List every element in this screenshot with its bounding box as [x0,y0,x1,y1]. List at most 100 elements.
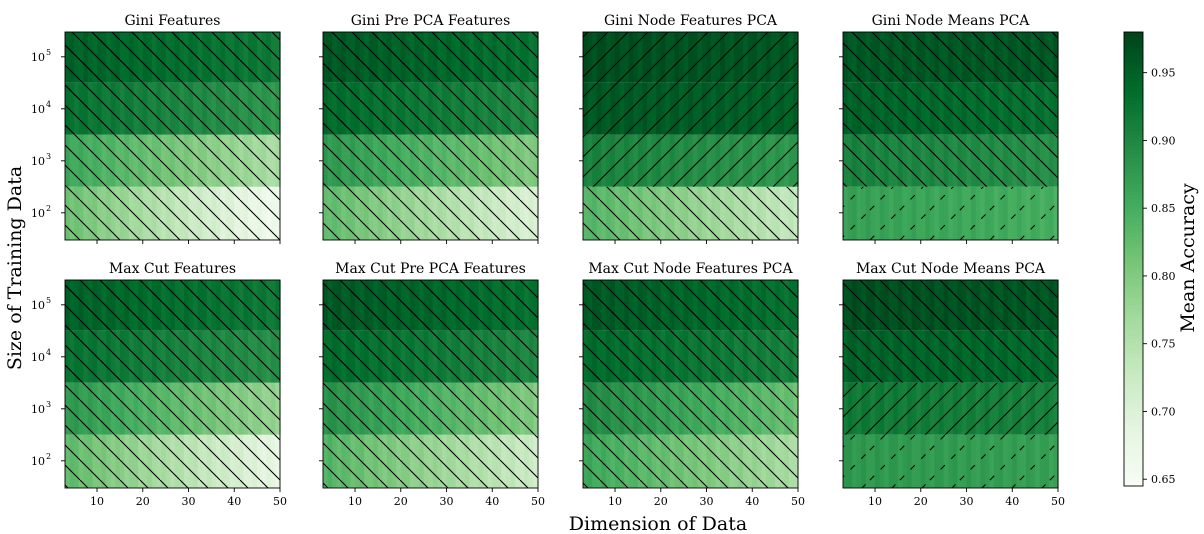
colorbar-segment [1124,262,1143,268]
colorbar-segment [1124,69,1143,75]
colorbar-segment [1124,470,1143,476]
y-tick-label: 10 [31,155,45,168]
colorbar-segment [1124,198,1143,203]
hatch-overlay [323,32,538,83]
colorbar-segment [1124,92,1143,97]
colorbar-segment [1124,32,1143,37]
colorbar-segment [1124,311,1143,317]
colorbar-segment [1124,448,1143,453]
hatch-overlay [323,82,538,135]
colorbar-tick-label: 0.65 [1151,473,1176,486]
panel-title: Gini Pre PCA Features [351,13,511,29]
colorbar-segment [1124,293,1143,298]
colorbar-segment [1124,213,1143,218]
hatch-overlay [843,32,1058,83]
y-tick-exponent: 4 [46,100,51,109]
panel-frame [64,31,281,241]
y-tick-label: 10 [31,103,45,116]
heatmap-panel: Gini Node Means PCA [839,13,1059,244]
colorbar-segment [1124,300,1143,305]
x-tick-label: 50 [791,495,805,508]
colorbar-segment [1124,221,1143,226]
colorbar-segment [1124,398,1143,404]
colorbar-segment [1124,190,1143,196]
colorbar-segment [1124,482,1143,487]
hatch-overlay [583,280,798,331]
colorbar-segment [1124,202,1143,207]
colorbar-segment [1124,372,1143,377]
y-tick-exponent: 5 [46,296,51,305]
hatch-overlay [323,280,538,331]
colorbar-segment [1124,285,1143,290]
hatch-overlay [583,382,798,435]
colorbar-segment [1124,349,1143,355]
colorbar-segment [1124,35,1143,41]
colorbar-segment [1124,236,1143,241]
y-tick-exponent: 3 [46,400,51,409]
hatch-overlay [583,434,798,488]
colorbar-segment [1124,240,1143,245]
y-tick-exponent: 2 [46,204,51,213]
x-tick-label: 10 [348,495,362,508]
panel-frame [322,31,539,241]
colorbar-segment [1124,217,1143,222]
y-tick-label: 10 [31,403,45,416]
panel-title: Max Cut Node Features PCA [588,261,793,277]
x-tick-label: 20 [394,495,408,508]
colorbar-segment [1124,122,1143,128]
colorbar-segment [1124,115,1143,120]
panel-frame [582,279,799,489]
y-tick-label: 10 [31,51,45,64]
hatch-overlay [583,186,798,240]
hatch-overlay [843,382,1058,435]
colorbar-segment [1124,270,1143,275]
colorbar-segment [1124,149,1143,154]
colorbar-segment [1124,107,1143,113]
colorbar-segment [1124,353,1143,358]
x-tick-label: 30 [960,495,974,508]
colorbar-segment [1124,342,1143,347]
colorbar-segment [1124,228,1143,234]
panel-frame [64,279,281,489]
colorbar-segment [1124,387,1143,393]
colorbar-segment [1124,429,1143,434]
colorbar-segment [1124,54,1143,60]
colorbar-label: Mean Accuracy [1177,183,1199,333]
hatch-overlay [583,134,798,187]
colorbar-segment [1124,171,1143,177]
x-tick-label: 50 [1051,495,1065,508]
colorbar-segment [1124,289,1143,294]
hatch-overlay [843,434,1058,488]
colorbar-segment [1124,277,1143,283]
colorbar-segment [1124,175,1143,181]
colorbar: 0.65 0.70 0.75 0.80 0.85 0.90 0.95 [1123,31,1176,487]
colorbar-segment [1124,47,1143,52]
colorbar-segment [1124,455,1143,461]
colorbar-segment [1124,103,1143,109]
hatch-overlay [583,82,798,135]
colorbar-segment [1124,164,1143,169]
hatch-overlay [65,82,280,135]
hatch-overlay [323,134,538,187]
hatch-overlay [843,82,1058,135]
x-axis-label: Dimension of Data [569,513,747,534]
y-tick-label: 10 [31,351,45,364]
colorbar-tick-label: 0.75 [1151,338,1176,351]
colorbar-segment [1124,364,1143,370]
hatch-overlay [323,186,538,240]
colorbar-segment [1124,338,1143,343]
colorbar-segment [1124,209,1143,215]
panel-title: Max Cut Pre PCA Features [335,261,526,277]
colorbar-segment [1124,323,1143,328]
colorbar-tick-label: 0.85 [1151,202,1176,215]
colorbar-segment [1124,247,1143,253]
colorbar-segment [1124,168,1143,173]
colorbar-segment [1124,274,1143,279]
y-axis-label: Size of Training Data [4,166,26,370]
colorbar-segment [1124,259,1143,264]
colorbar-segment [1124,334,1143,340]
heatmap-panel: Max Cut Node Means PCA 10 20 30 40 50 [839,261,1065,508]
colorbar-segment [1124,266,1143,271]
